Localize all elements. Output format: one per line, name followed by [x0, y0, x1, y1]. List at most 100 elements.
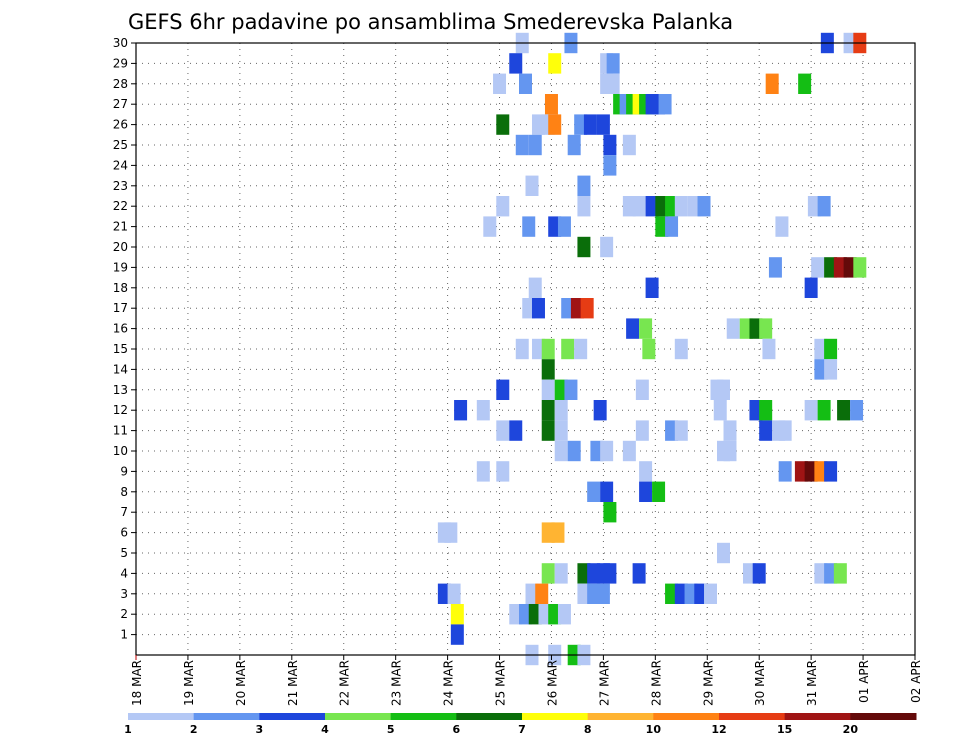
- heatmap-cell: [639, 481, 653, 502]
- heatmap-cell: [554, 563, 568, 584]
- x-tick-label: 28 MAR: [649, 660, 663, 706]
- colorbar-swatch: [850, 713, 917, 720]
- heatmap-cell: [824, 563, 838, 584]
- colorbar-swatch: [390, 713, 457, 720]
- heatmap-cell: [535, 583, 549, 604]
- colorbar: 1 2 3 4 5 6 7 8 10 12 15 20: [124, 713, 917, 736]
- heatmap-cell: [674, 338, 688, 360]
- colorbar-label: 10: [646, 723, 662, 736]
- colorbar-swatch: [653, 713, 720, 720]
- heatmap-cell: [557, 604, 571, 625]
- heatmap-cell: [450, 604, 464, 625]
- heatmap-cell: [596, 114, 610, 135]
- heatmap-cell: [531, 338, 545, 360]
- heatmap-cell: [593, 400, 607, 421]
- heatmap-cell: [635, 420, 649, 441]
- heatmap-cell: [541, 420, 555, 441]
- heatmap-cell: [531, 298, 545, 319]
- y-tick-label: 21: [113, 220, 128, 234]
- heatmap-cell: [655, 196, 669, 217]
- colorbar-swatch: [456, 713, 523, 720]
- heatmap-cell: [723, 440, 737, 462]
- heatmap-cell: [713, 400, 727, 421]
- heatmap-cell: [778, 420, 792, 441]
- x-tick-label: 26 MAR: [545, 660, 559, 706]
- x-tick-label: 19 MAR: [182, 660, 196, 706]
- x-tick-label: 22 MAR: [338, 660, 352, 706]
- colorbar-label: 12: [711, 723, 726, 736]
- heatmap-cell: [496, 420, 510, 441]
- heatmap-cell: [665, 216, 679, 237]
- y-tick-label: 22: [113, 199, 128, 213]
- heatmap-cell: [496, 114, 510, 135]
- y-tick-label: 6: [120, 526, 128, 540]
- y-tick-label: 3: [120, 587, 128, 601]
- heatmap-cell: [583, 114, 597, 135]
- heatmap-cell: [642, 338, 656, 360]
- heatmap-cell: [567, 440, 581, 462]
- heatmap-cell: [652, 481, 666, 502]
- heatmap-cell: [603, 502, 617, 523]
- heatmap-cell: [577, 236, 591, 258]
- colorbar-label: 5: [387, 723, 395, 736]
- heatmap-cell: [444, 522, 458, 543]
- heatmap-cell: [519, 73, 532, 94]
- y-tick-label: 23: [113, 179, 128, 193]
- heatmap-cell: [606, 53, 620, 74]
- heatmap-cell: [765, 73, 779, 94]
- heatmap-cell: [658, 94, 672, 115]
- y-tick-label: 1: [120, 628, 128, 642]
- heatmap-cell: [811, 257, 825, 278]
- colorbar-swatch: [784, 713, 851, 720]
- heatmap-cell: [447, 583, 461, 604]
- heatmap-cell: [824, 461, 838, 482]
- y-tick-label: 28: [113, 77, 128, 91]
- heatmap-cell: [837, 400, 851, 421]
- heatmap-cell: [639, 461, 653, 482]
- heatmap-cell: [577, 175, 591, 196]
- heatmap-cell: [697, 196, 711, 217]
- heatmap-cell: [778, 461, 792, 482]
- heatmap-cell: [600, 440, 614, 462]
- colorbar-label: 7: [518, 723, 526, 736]
- heatmap-cell: [496, 196, 510, 217]
- heatmap-cell: [496, 461, 510, 482]
- heatmap-cell: [509, 420, 523, 441]
- heatmap-cell: [515, 338, 529, 360]
- y-tick-label: 26: [113, 118, 128, 132]
- y-tick-label: 11: [113, 424, 128, 438]
- y-tick-label: 5: [120, 546, 128, 560]
- colorbar-swatch: [193, 713, 260, 720]
- heatmap-cell: [632, 196, 646, 217]
- heatmap-cell: [798, 73, 812, 94]
- heatmap-cell: [717, 542, 730, 564]
- x-tick-label: 20 MAR: [234, 660, 248, 706]
- heatmap-cell: [704, 583, 718, 604]
- colorbar-label: 1: [124, 723, 132, 736]
- heatmap-cell: [551, 522, 565, 543]
- heatmap-cell: [580, 298, 594, 319]
- heatmap-cell: [493, 73, 507, 94]
- heatmap-cell: [824, 257, 838, 278]
- heatmap-cell: [525, 175, 539, 196]
- heatmap-cell: [509, 53, 523, 74]
- heatmap-cell: [674, 196, 688, 217]
- x-tick-label: 18 MAR: [130, 660, 144, 706]
- x-tick-label: 31 MAR: [805, 660, 819, 706]
- x-tick-label: 24 MAR: [442, 660, 456, 706]
- heatmap-cell: [775, 216, 789, 237]
- colorbar-label: 8: [584, 723, 592, 736]
- heatmap-cell: [804, 400, 818, 421]
- colorbar-label: 2: [190, 723, 198, 736]
- y-tick-label: 9: [120, 464, 128, 478]
- y-tick-label: 17: [113, 301, 128, 315]
- heatmap-cell: [483, 216, 497, 237]
- y-tick-label: 29: [113, 56, 128, 70]
- heatmap-cell: [496, 379, 510, 400]
- heatmap-cell: [603, 563, 617, 584]
- colorbar-swatch: [522, 713, 589, 720]
- heatmap-cell: [522, 216, 536, 237]
- colorbar-label: 6: [453, 723, 461, 736]
- heatmap-cells: [437, 32, 867, 666]
